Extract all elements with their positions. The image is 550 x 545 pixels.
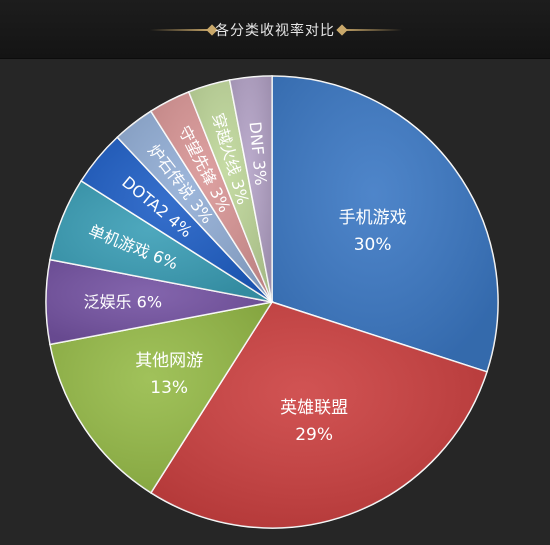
pie-slice-shading (150, 91, 272, 302)
pie-slice-shading (45, 259, 272, 345)
pie-slice-shading (50, 302, 272, 493)
slice-name-label: 英雄联盟 (280, 398, 348, 418)
pie-slice-shading (188, 80, 272, 302)
pie-slice-shading (229, 76, 272, 302)
pie-slice-shading (117, 111, 272, 303)
pie-slice-shading (150, 302, 487, 529)
slice-percent-label: 30% (354, 235, 392, 255)
pie-slice-shading (50, 180, 272, 302)
header-ornament-left (150, 29, 212, 31)
pie-slice-shading (81, 137, 273, 302)
page-title: 各分类收视率对比 (215, 23, 335, 39)
pie-slice-shading (272, 76, 499, 372)
slice-percent-label: 13% (150, 378, 188, 398)
pie-slices (45, 75, 499, 529)
header-bar: 各分类收视率对比 (0, 0, 550, 59)
slice-percent-label: 29% (295, 425, 333, 445)
header-ornament-right (340, 29, 402, 31)
slice-label: 泛娱乐 6% (84, 293, 162, 312)
chart-area: 手机游戏 30% 英雄联盟 29% 其他网游 13% 泛娱乐 6% 单机游戏 6% DOTA2 … (0, 58, 550, 541)
slice-name-label: 其他网游 (135, 351, 203, 371)
slice-name-label: 手机游戏 (339, 208, 407, 228)
